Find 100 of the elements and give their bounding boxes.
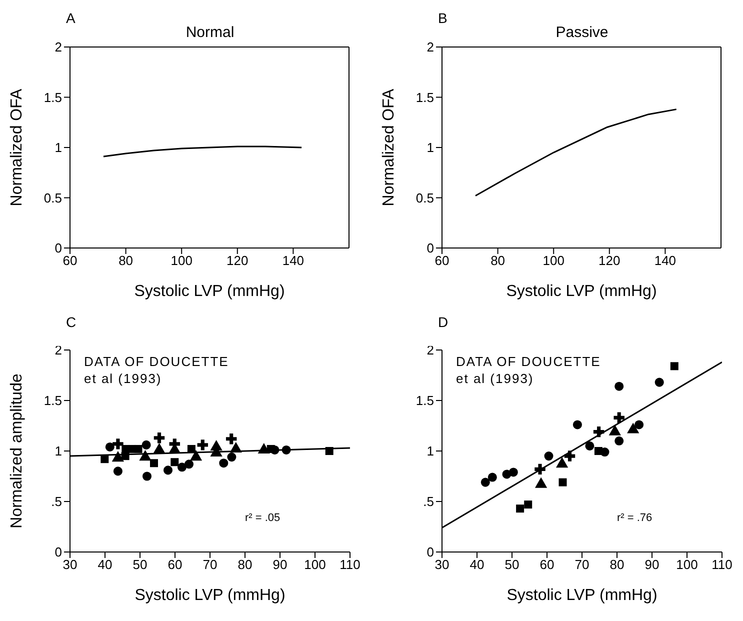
point: [266, 444, 275, 453]
x-tick-label: 80: [610, 557, 624, 572]
point: [190, 450, 202, 461]
y-tick-label: .5: [423, 494, 434, 510]
x-tick-label: 70: [574, 557, 590, 572]
y-tick-label: 0: [54, 240, 62, 256]
x-tick-label: 140: [282, 253, 304, 268]
x-tick-label: 30: [62, 557, 78, 572]
x-axis-title: Systolic LVP (mmHg): [506, 283, 657, 300]
y-tick-label: 1: [54, 444, 62, 459]
y-tick-label: 1: [426, 444, 434, 459]
y-tick-label: 2: [54, 40, 62, 55]
point: [227, 452, 236, 462]
y-tick-label: 1.5: [416, 393, 434, 408]
point: [614, 382, 624, 391]
text: B: [438, 10, 448, 26]
x-tick-label: 60: [62, 253, 78, 268]
point: [282, 445, 291, 454]
point: [170, 458, 179, 466]
point: [154, 432, 165, 444]
text: D: [438, 314, 448, 330]
point: [534, 464, 546, 475]
x-tick-label: 80: [238, 557, 252, 572]
chart-title: Passive: [556, 24, 608, 41]
x-tick-label: 90: [644, 557, 660, 572]
point: [112, 451, 124, 462]
point: [508, 468, 518, 477]
y-tick-label: 1.5: [416, 90, 434, 105]
y-tick-label: 0.5: [416, 190, 434, 206]
point: [544, 452, 554, 461]
x-tick-label: 140: [654, 253, 676, 268]
y-tick-label: 0: [54, 544, 62, 560]
y-tick-label: .5: [51, 494, 62, 510]
line-series: [102, 146, 302, 158]
point: [480, 478, 490, 487]
point: [177, 462, 187, 472]
point: [670, 362, 678, 370]
x-tick-label: 60: [168, 557, 182, 572]
point: [112, 438, 124, 450]
x-axis-title: Systolic LVP (mmHg): [506, 587, 658, 604]
point: [139, 450, 152, 461]
point: [516, 504, 524, 513]
point: [585, 441, 594, 450]
text: A: [66, 10, 76, 26]
point: [614, 412, 624, 424]
point: [187, 444, 196, 453]
point: [163, 466, 173, 475]
x-tick-label: 70: [202, 557, 218, 572]
point: [558, 478, 567, 486]
point: [594, 447, 602, 455]
point: [325, 447, 334, 455]
point: [113, 466, 122, 476]
x-tick-label: 80: [118, 253, 134, 268]
y-axis-title: Normalized OFA: [380, 88, 398, 206]
point: [150, 459, 158, 468]
x-tick-label: 50: [504, 557, 520, 572]
y-tick-label: 2: [426, 40, 434, 55]
x-axis-title: Systolic LVP (mmHg): [134, 587, 286, 604]
y-tick-label: 1.5: [44, 90, 62, 105]
point: [142, 472, 152, 481]
x-tick-label: 30: [434, 557, 450, 572]
point: [488, 472, 497, 482]
y-tick-label: 1: [54, 140, 62, 156]
point: [219, 458, 228, 468]
y-tick-label: 1.5: [44, 393, 62, 408]
point: [105, 442, 114, 452]
x-tick-label: 80: [490, 253, 506, 268]
point: [226, 434, 237, 444]
x-axis-title: Systolic LVP (mmHg): [134, 283, 285, 300]
point: [593, 426, 604, 438]
x-tick-label: 40: [470, 557, 484, 572]
annotation: r² = .05: [245, 512, 280, 524]
point: [614, 436, 624, 446]
point: [524, 500, 532, 509]
point: [184, 460, 194, 469]
point: [100, 455, 109, 464]
y-tick-label: 0: [426, 240, 434, 256]
line-series: [474, 108, 678, 196]
y-axis-title: Normalized amplitude: [8, 374, 26, 528]
x-tick-label: 50: [132, 557, 148, 572]
point: [564, 450, 576, 462]
point: [654, 378, 664, 387]
x-tick-label: 40: [98, 557, 112, 572]
annotation: DATA OF DOUCETTE et al (1993): [456, 354, 601, 388]
y-tick-label: 0: [426, 544, 434, 560]
point: [634, 420, 644, 430]
x-tick-label: 110: [340, 557, 360, 572]
x-tick-label: 100: [170, 253, 192, 268]
point: [197, 440, 208, 450]
x-tick-label: 60: [540, 557, 554, 572]
x-tick-label: 120: [226, 253, 248, 268]
x-tick-label: 110: [712, 557, 732, 572]
y-axis-title: Normalized OFA: [8, 88, 26, 206]
text: C: [66, 314, 76, 330]
chart-title: Normal: [186, 24, 234, 41]
x-tick-label: 100: [676, 557, 698, 572]
y-tick-label: 0.5: [44, 190, 62, 206]
point: [572, 420, 582, 430]
x-tick-label: 100: [304, 557, 326, 572]
x-tick-label: 100: [542, 253, 564, 268]
